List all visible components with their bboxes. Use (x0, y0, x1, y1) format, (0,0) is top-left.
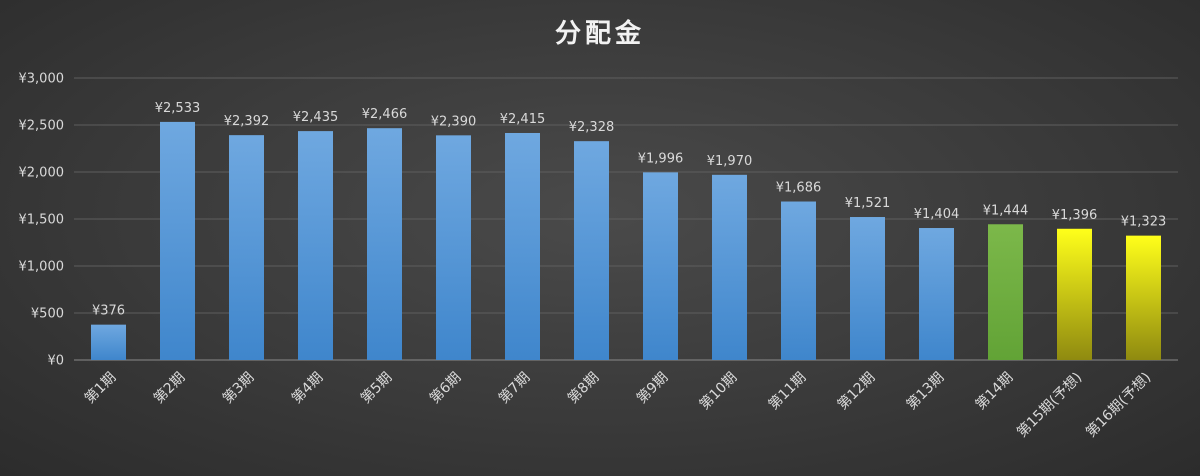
bar (160, 121, 195, 360)
x-tick-label: 第14期 (972, 369, 1016, 413)
bar (298, 131, 333, 360)
y-tick-label: ¥2,000 (19, 166, 65, 181)
data-label: ¥2,328 (569, 120, 615, 135)
bar (988, 224, 1023, 360)
x-tick-label: 第12期 (834, 369, 878, 413)
y-tick-label: ¥0 (47, 354, 64, 369)
bar (643, 172, 678, 360)
data-label: ¥1,396 (1052, 208, 1098, 223)
data-label: ¥2,435 (293, 110, 339, 125)
bar (850, 217, 885, 360)
data-label: ¥1,970 (707, 154, 753, 169)
data-label: ¥2,533 (155, 101, 201, 116)
data-labels: ¥376 ¥2,533 ¥2,392 ¥2,435 ¥2,466 ¥2,390 ¥2,415… (92, 101, 1166, 319)
data-label: ¥2,466 (362, 107, 408, 122)
bar (712, 174, 747, 360)
data-label: ¥1,686 (776, 181, 822, 196)
x-tick-label: 第5期 (357, 369, 395, 407)
x-tick-label: 第4期 (288, 369, 326, 407)
bar (505, 132, 540, 360)
x-tick-label: 第7期 (495, 369, 533, 407)
bar (574, 141, 609, 360)
x-tick-label: 第3期 (219, 369, 257, 407)
x-tick-label: 第1期 (81, 369, 119, 407)
x-tick-label: 第13期 (903, 369, 947, 413)
bars (91, 121, 1161, 360)
data-label: ¥2,415 (500, 112, 546, 127)
y-axis-ticks: ¥0 ¥500 ¥1,000 ¥1,500 ¥2,000 ¥2,500 ¥3,000 (19, 72, 65, 369)
data-label: ¥1,444 (983, 203, 1029, 218)
bar (1126, 235, 1161, 360)
x-tick-label: 第8期 (564, 369, 602, 407)
bar (781, 201, 816, 360)
data-label: ¥1,996 (638, 151, 684, 166)
y-tick-label: ¥1,500 (19, 213, 65, 228)
y-tick-label: ¥2,500 (19, 119, 65, 134)
y-tick-label: ¥500 (31, 307, 64, 322)
bar (919, 228, 954, 360)
chart-title: 分配金 (555, 18, 645, 49)
y-tick-label: ¥3,000 (19, 72, 65, 87)
data-label: ¥1,521 (845, 196, 891, 211)
bar (91, 324, 126, 360)
x-axis-ticks: 第1期 第2期 第3期 第4期 第5期 第6期 第7期 第8期 第9期 第10期 第11期 第12期第… (81, 369, 1154, 441)
bar (436, 135, 471, 360)
x-tick-label: 第6期 (426, 369, 464, 407)
bar (229, 135, 264, 360)
data-label: ¥2,390 (431, 114, 477, 129)
data-label: ¥1,323 (1121, 215, 1167, 230)
y-tick-label: ¥1,000 (19, 260, 65, 275)
x-tick-label: 第16期(予想) (1082, 369, 1154, 441)
x-tick-label: 第15期(予想) (1013, 369, 1085, 441)
x-tick-label: 第9期 (633, 369, 671, 407)
x-tick-label: 第11期 (765, 369, 809, 413)
data-label: ¥2,392 (224, 114, 270, 129)
data-label: ¥376 (92, 304, 125, 319)
data-label: ¥1,404 (914, 207, 960, 222)
bar (367, 128, 402, 360)
bar (1057, 228, 1092, 360)
x-tick-label: 第2期 (150, 369, 188, 407)
x-tick-label: 第10期 (696, 369, 740, 413)
